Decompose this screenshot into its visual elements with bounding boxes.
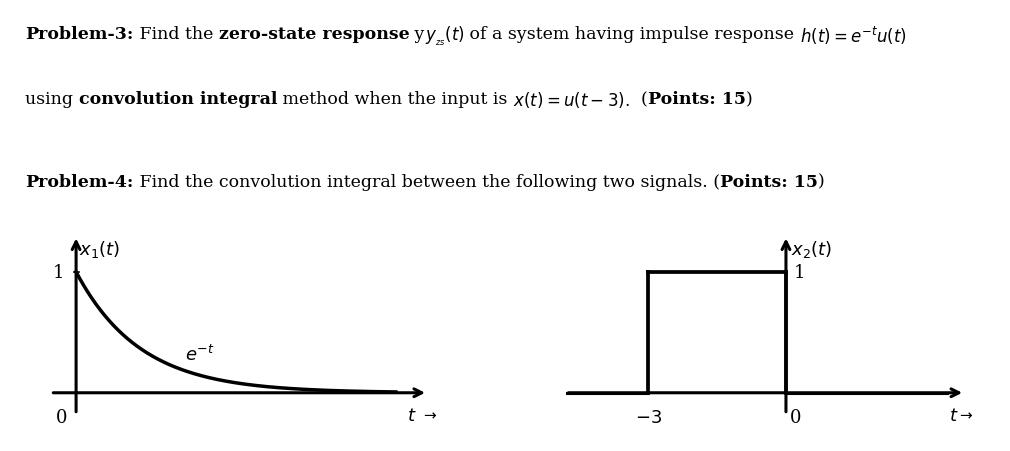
Text: $-3$: $-3$ — [634, 409, 662, 427]
Text: Find the convolution integral between the following two signals. (: Find the convolution integral between th… — [133, 173, 719, 190]
Text: $t$: $t$ — [948, 406, 958, 424]
Text: $x_1(t)$: $x_1(t)$ — [80, 239, 120, 259]
Text: of a system having impulse response: of a system having impulse response — [465, 26, 800, 43]
Text: $x_2(t)$: $x_2(t)$ — [792, 239, 832, 259]
Text: $\rightarrow$: $\rightarrow$ — [421, 406, 437, 421]
Text: method when the input is: method when the input is — [278, 91, 513, 108]
Text: y: y — [409, 26, 424, 43]
Text: using: using — [25, 91, 79, 108]
Text: Points: 15: Points: 15 — [719, 173, 818, 190]
Text: convolution integral: convolution integral — [79, 91, 278, 108]
Text: $\rightarrow$: $\rightarrow$ — [957, 406, 975, 421]
Text: (: ( — [630, 91, 647, 108]
Text: Problem-4:: Problem-4: — [25, 173, 133, 190]
Text: Problem-3:: Problem-3: — [25, 26, 133, 43]
Text: Points: 15: Points: 15 — [647, 91, 745, 108]
Text: 1: 1 — [54, 263, 65, 281]
Text: $x(t)=u(t-3)$.: $x(t)=u(t-3)$. — [513, 90, 630, 110]
Text: 0: 0 — [57, 409, 68, 427]
Text: ): ) — [745, 91, 752, 108]
Text: zero-state response: zero-state response — [218, 26, 409, 43]
Text: 0: 0 — [790, 409, 801, 427]
Text: Find the: Find the — [133, 26, 218, 43]
Text: $h(t)=e^{-t}u(t)$: $h(t)=e^{-t}u(t)$ — [800, 25, 907, 47]
Text: $e^{-t}$: $e^{-t}$ — [185, 344, 214, 364]
Text: 1: 1 — [794, 263, 806, 281]
Text: $t$: $t$ — [407, 406, 417, 424]
Text: ): ) — [818, 173, 824, 190]
Text: $y_{_{zs}}(t)$: $y_{_{zs}}(t)$ — [424, 25, 465, 48]
